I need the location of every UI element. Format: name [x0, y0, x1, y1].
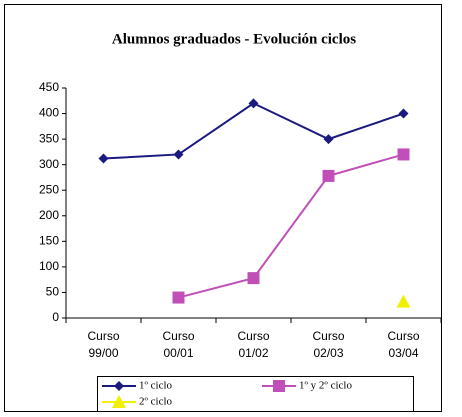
legend-box	[97, 376, 414, 412]
data-point	[322, 169, 335, 182]
data-point	[172, 291, 185, 304]
data-point	[248, 98, 259, 109]
chart-title: Alumnos graduados - Evolución ciclos	[112, 31, 356, 47]
y-tick-label: 0	[52, 310, 59, 324]
series-line	[178, 153, 404, 299]
legend-marker	[112, 395, 126, 408]
y-tick-label: 250	[39, 182, 59, 196]
y-tick-label: 300	[39, 157, 59, 171]
legend-marker	[114, 381, 124, 391]
data-point	[98, 153, 109, 164]
y-tick-label: 350	[39, 131, 59, 145]
y-tick-label: 450	[39, 80, 59, 94]
y-tick-label: 50	[46, 285, 60, 299]
data-point	[396, 294, 411, 308]
legend-label: 1º y 2º ciclo	[299, 380, 352, 392]
y-tick-label: 100	[39, 259, 59, 273]
x-tick-label: Curso 01/02	[237, 329, 270, 360]
legend-label: 1º ciclo	[139, 380, 173, 392]
data-point	[247, 272, 260, 285]
x-tick-label: Curso 02/03	[312, 329, 345, 360]
x-tick-label: Curso 99/00	[87, 329, 120, 360]
chart-border	[4, 4, 442, 412]
data-point	[173, 149, 184, 160]
data-point	[398, 108, 409, 119]
x-tick-label: Curso 03/04	[387, 329, 420, 360]
x-tick-label: Curso 00/01	[162, 329, 195, 360]
legend-marker	[273, 380, 285, 392]
data-point	[323, 134, 334, 145]
data-point	[397, 148, 410, 161]
y-tick-label: 400	[39, 106, 59, 120]
legend-label: 2º ciclo	[139, 396, 173, 408]
y-tick-label: 200	[39, 208, 59, 222]
y-tick-label: 150	[39, 234, 59, 248]
